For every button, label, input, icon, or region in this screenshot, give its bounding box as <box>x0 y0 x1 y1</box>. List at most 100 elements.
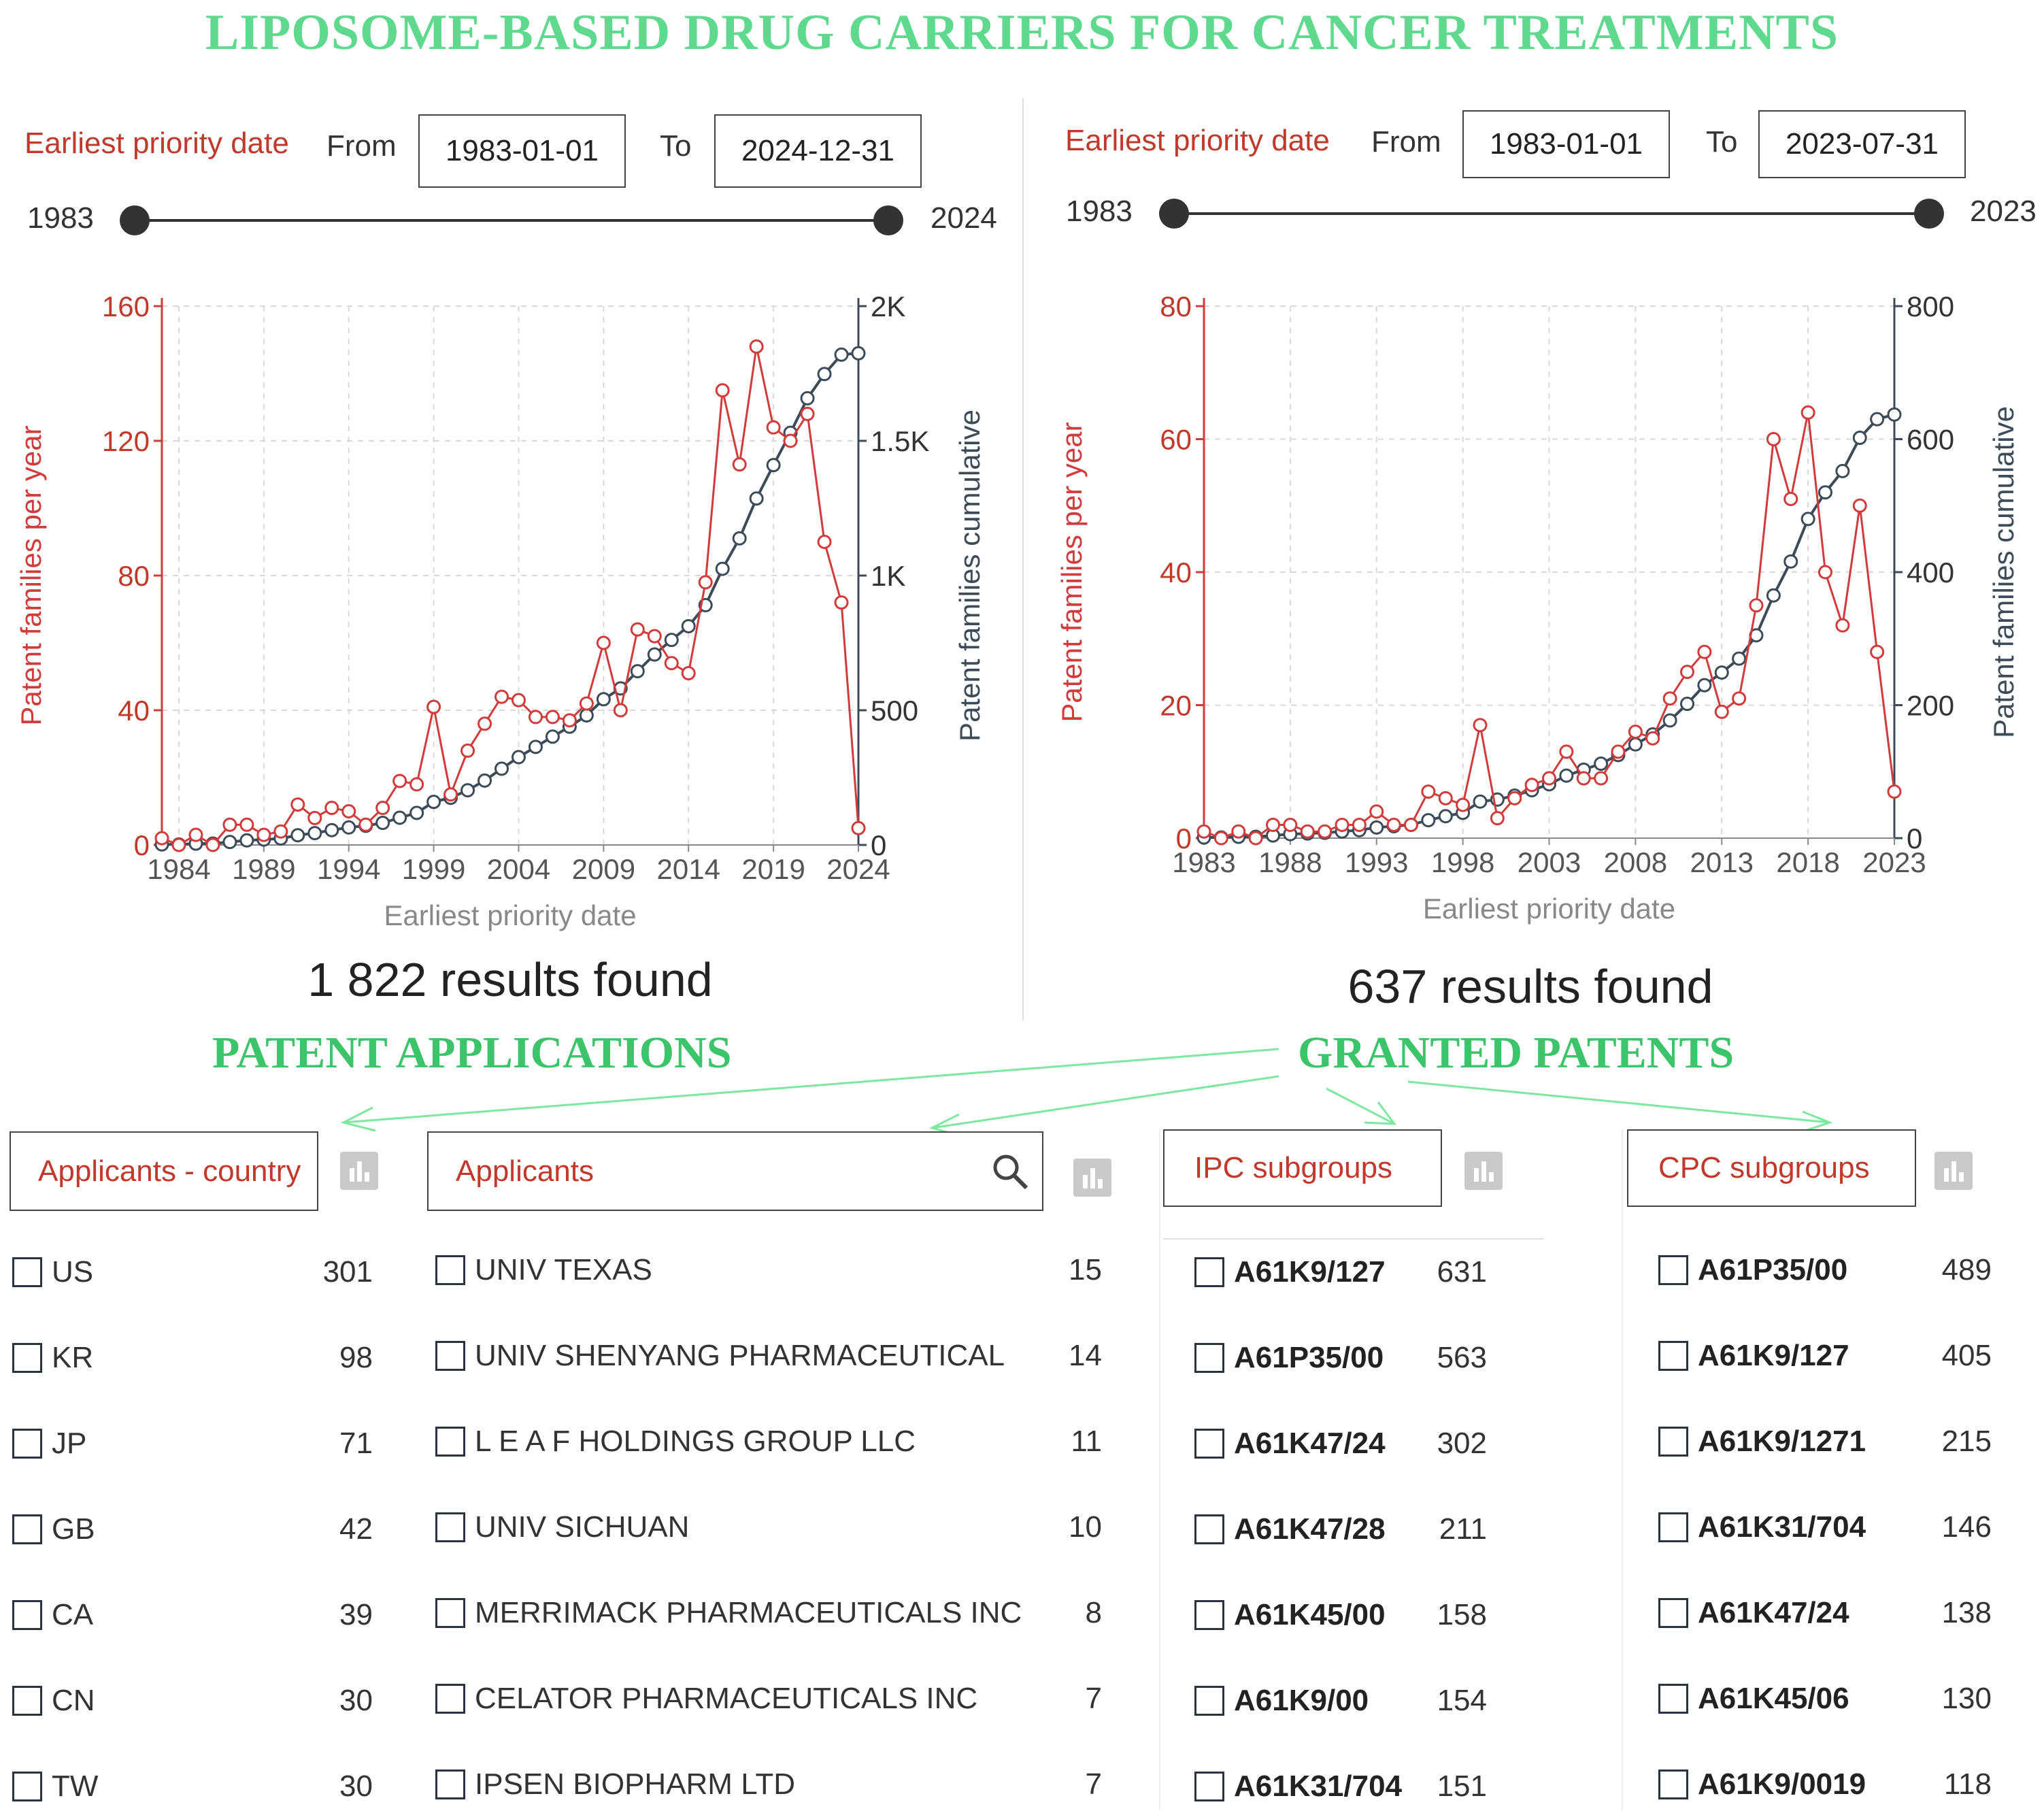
applicants-row[interactable]: CELATOR PHARMACEUTICALS INC 7 <box>435 1682 1102 1716</box>
cumulative-point <box>630 664 645 679</box>
applicants-country-row[interactable]: JP 71 <box>12 1427 373 1461</box>
checkbox[interactable] <box>435 1512 465 1542</box>
left-slider-max-handle[interactable] <box>873 205 903 235</box>
right-slider-track[interactable] <box>1173 212 1929 215</box>
checkbox[interactable] <box>1658 1341 1688 1371</box>
ipc-subgroups-row[interactable]: A61K47/24 302 <box>1194 1427 1487 1461</box>
right-slider-max-handle[interactable] <box>1914 199 1944 229</box>
checkbox[interactable] <box>1658 1770 1688 1799</box>
per-year-point <box>1576 771 1591 786</box>
checkbox[interactable] <box>435 1255 465 1285</box>
facet-count: 118 <box>1943 1767 1992 1801</box>
checkbox[interactable] <box>1194 1600 1224 1630</box>
checkbox[interactable] <box>12 1429 42 1459</box>
checkbox[interactable] <box>1194 1686 1224 1716</box>
facet-label: GB <box>52 1512 95 1546</box>
facet-label: CN <box>52 1684 95 1717</box>
checkbox[interactable] <box>12 1772 42 1801</box>
left-slider-min-handle[interactable] <box>120 205 150 235</box>
applicants-row[interactable]: IPSEN BIOPHARM LTD 7 <box>435 1767 1102 1801</box>
cumulative-point <box>749 491 764 506</box>
left-slider-track[interactable] <box>133 219 888 222</box>
ipc-header-separator <box>1163 1238 1544 1240</box>
cpc-chart-icon[interactable] <box>1934 1152 1973 1190</box>
ipc-subgroups-row[interactable]: A61P35/00 563 <box>1194 1341 1487 1375</box>
applicants-facet-title[interactable]: Applicants <box>427 1131 1043 1211</box>
cpc-subgroups-row[interactable]: A61K47/24 138 <box>1658 1596 1992 1630</box>
checkbox[interactable] <box>12 1514 42 1544</box>
ipc-chart-icon[interactable] <box>1464 1152 1503 1190</box>
cpc-subgroups-row[interactable]: A61P35/00 489 <box>1658 1253 1992 1287</box>
applicants-country-chart-icon[interactable] <box>340 1152 378 1190</box>
checkbox[interactable] <box>1194 1429 1224 1459</box>
applicants-country-row[interactable]: TW 30 <box>12 1770 373 1804</box>
ipc-subgroups-row[interactable]: A61K9/127 631 <box>1194 1255 1487 1289</box>
facet-label: UNIV SHENYANG PHARMACEUTICAL <box>475 1339 1005 1372</box>
per-year-point <box>1852 498 1867 513</box>
checkbox[interactable] <box>435 1598 465 1628</box>
applicants-row[interactable]: L E A F HOLDINGS GROUP LLC 11 <box>435 1425 1102 1459</box>
applicants-country-row[interactable]: KR 98 <box>12 1341 373 1375</box>
applicants-chart-icon[interactable] <box>1073 1159 1111 1197</box>
arrowhead-applicants-country <box>340 1106 376 1132</box>
left-results-count: 1 822 results found <box>307 953 713 1006</box>
applicants-country-row[interactable]: CN 30 <box>12 1684 373 1718</box>
right-to-date-input[interactable]: 2023-07-31 <box>1758 110 1966 178</box>
checkbox[interactable] <box>12 1686 42 1716</box>
facet-count: 138 <box>1941 1596 1992 1629</box>
cpc-subgroups-facet-title[interactable]: CPC subgroups <box>1627 1129 1916 1207</box>
right-from-date-input[interactable]: 1983-01-01 <box>1462 110 1670 178</box>
ipc-subgroups-row[interactable]: A61K45/00 158 <box>1194 1598 1487 1632</box>
cpc-subgroups-row[interactable]: A61K45/06 130 <box>1658 1682 1992 1716</box>
cpc-subgroups-row[interactable]: A61K9/127 405 <box>1658 1339 1992 1373</box>
applicants-country-facet-title[interactable]: Applicants - country <box>10 1131 318 1211</box>
checkbox[interactable] <box>1658 1684 1688 1714</box>
per-year-point <box>392 774 407 788</box>
checkbox[interactable] <box>1194 1514 1224 1544</box>
applicants-country-row[interactable]: GB 42 <box>12 1512 373 1546</box>
right-y-tick-label: 600 <box>1907 424 1954 456</box>
checkbox[interactable] <box>435 1427 465 1457</box>
cumulative-point <box>1732 651 1747 666</box>
applicants-country-row[interactable]: US 301 <box>12 1255 373 1289</box>
checkbox[interactable] <box>1194 1772 1224 1801</box>
checkbox[interactable] <box>1658 1255 1688 1285</box>
ipc-subgroups-row[interactable]: A61K31/704 151 <box>1194 1770 1487 1804</box>
facet-label: A61K45/06 <box>1698 1682 1849 1715</box>
per-year-point <box>1611 744 1626 759</box>
checkbox[interactable] <box>1658 1427 1688 1457</box>
cpc-subgroups-row[interactable]: A61K31/704 146 <box>1658 1510 1992 1544</box>
checkbox[interactable] <box>435 1770 465 1799</box>
left-from-date-input[interactable]: 1983-01-01 <box>418 114 626 188</box>
ipc-subgroups-row[interactable]: A61K47/28 211 <box>1194 1512 1487 1546</box>
cpc-subgroups-row[interactable]: A61K9/1271 215 <box>1658 1425 1992 1459</box>
facet-count: 158 <box>1437 1598 1487 1631</box>
checkbox[interactable] <box>12 1257 42 1287</box>
search-icon[interactable] <box>990 1151 1031 1195</box>
cpc-subgroups-row[interactable]: A61K9/0019 118 <box>1658 1767 1992 1801</box>
right-slider-min-handle[interactable] <box>1159 199 1189 229</box>
applicants-row[interactable]: UNIV SHENYANG PHARMACEUTICAL 14 <box>435 1339 1102 1373</box>
per-year-point <box>749 339 764 354</box>
checkbox[interactable] <box>1194 1343 1224 1373</box>
left-y-tick-label: 80 <box>1160 290 1192 322</box>
facet-count: 146 <box>1941 1510 1992 1544</box>
checkbox[interactable] <box>1194 1257 1224 1287</box>
cumulative-point <box>545 729 560 744</box>
left-to-date-input[interactable]: 2024-12-31 <box>714 114 922 188</box>
applicants-row[interactable]: UNIV SICHUAN 10 <box>435 1510 1102 1544</box>
checkbox[interactable] <box>12 1600 42 1630</box>
checkbox[interactable] <box>1658 1598 1688 1628</box>
applicants-country-row[interactable]: CA 39 <box>12 1598 373 1632</box>
applicants-row[interactable]: MERRIMACK PHARMACEUTICALS INC 8 <box>435 1596 1102 1630</box>
checkbox[interactable] <box>435 1341 465 1371</box>
cumulative-point <box>1783 554 1798 569</box>
cumulative-point <box>528 740 543 754</box>
ipc-subgroups-facet-title[interactable]: IPC subgroups <box>1163 1129 1442 1207</box>
checkbox[interactable] <box>1658 1512 1688 1542</box>
per-year-point <box>443 787 458 802</box>
checkbox[interactable] <box>435 1684 465 1714</box>
applicants-row[interactable]: UNIV TEXAS 15 <box>435 1253 1102 1287</box>
checkbox[interactable] <box>12 1343 42 1373</box>
ipc-subgroups-row[interactable]: A61K9/00 154 <box>1194 1684 1487 1718</box>
